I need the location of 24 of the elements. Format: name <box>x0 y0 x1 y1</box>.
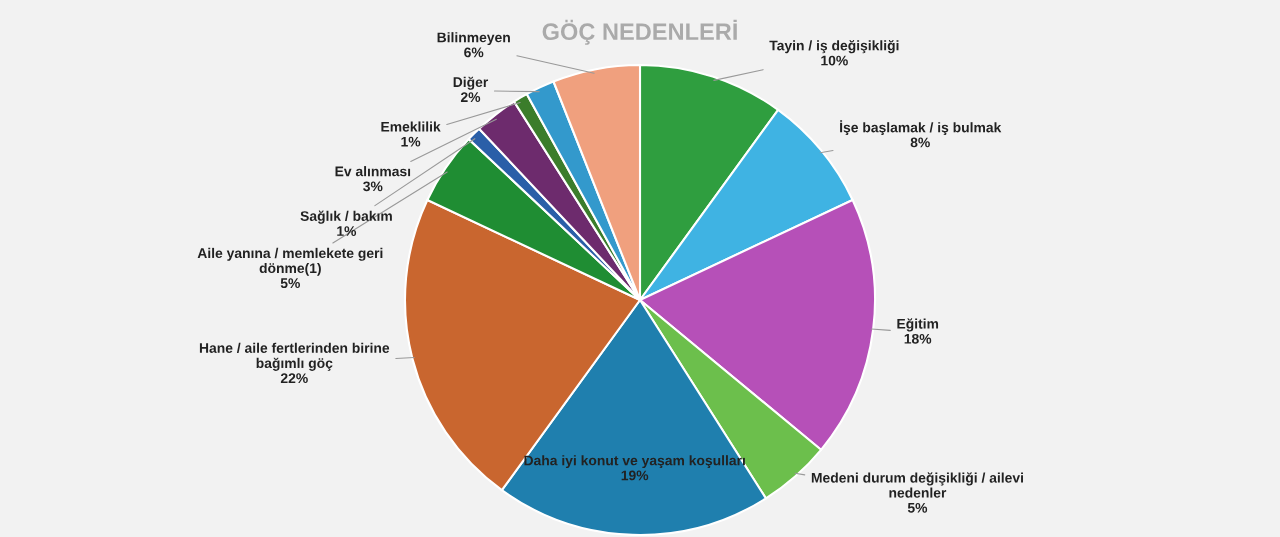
slice-label: Diğer <box>453 76 489 90</box>
chart-title: GÖÇ NEDENLERİ <box>542 19 737 45</box>
slice-label: Hane / aile fertlerinden birine bağımlı göç <box>199 342 390 371</box>
slice-label: Eğitim <box>897 318 939 332</box>
data-label: 18% <box>904 333 932 344</box>
data-label: 3% <box>363 181 383 192</box>
slice-label: Sağlık / bakım <box>300 210 392 224</box>
data-label: 2% <box>460 92 481 103</box>
slice-label: Aile yanına / memlekete geri dönme(1) <box>197 247 383 276</box>
data-label: 5% <box>280 278 300 289</box>
slice-label: Medeni durum değişikliği / ailevi nedenler <box>811 472 1023 498</box>
data-label: 19% <box>621 470 649 481</box>
data-label: 10% <box>821 55 848 66</box>
slice-label: Tayin / iş değişikliği <box>769 40 899 54</box>
slice-label: Bilinmeyen <box>437 32 510 46</box>
slice-label: Ev alınması <box>335 166 411 177</box>
slice-label: İşe başlamak / iş bulmak <box>840 120 1002 136</box>
data-label: 1% <box>337 226 357 236</box>
data-label: 1% <box>401 136 421 147</box>
slice-label: Emeklilik <box>381 121 441 132</box>
data-label: 6% <box>464 47 484 58</box>
data-label: 22% <box>280 373 308 384</box>
data-label: 5% <box>907 502 928 513</box>
data-label: 8% <box>910 137 930 148</box>
